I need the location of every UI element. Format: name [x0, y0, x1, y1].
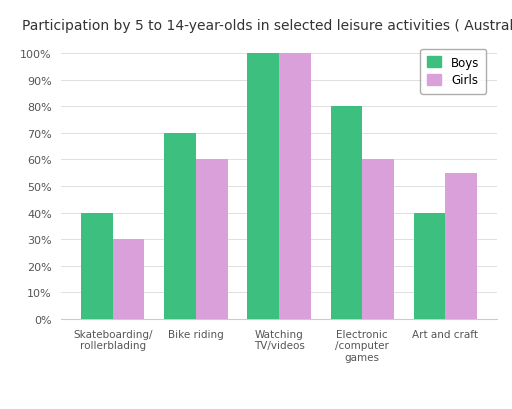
Bar — [164, 134, 196, 319]
Title: Participation by 5 to 14-year-olds in selected leisure activities ( Australia ): Participation by 5 to 14-year-olds in se… — [22, 19, 512, 33]
Bar — [362, 160, 394, 319]
Bar — [81, 213, 113, 319]
Bar — [331, 107, 362, 319]
Bar — [113, 240, 144, 319]
Bar — [414, 213, 445, 319]
Bar — [279, 54, 311, 319]
Bar — [445, 173, 477, 319]
Bar — [247, 54, 279, 319]
Legend: Boys, Girls: Boys, Girls — [420, 49, 486, 94]
Bar — [196, 160, 227, 319]
